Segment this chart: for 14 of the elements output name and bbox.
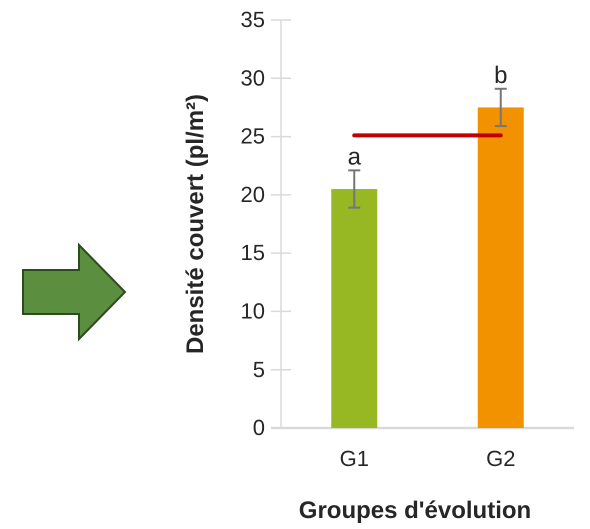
y-tick-label: 5 bbox=[252, 356, 265, 382]
annotation: a bbox=[348, 143, 362, 170]
y-axis-title: Densité couvert (pl/m²) bbox=[182, 94, 209, 354]
x-tick-label: G1 bbox=[340, 446, 369, 472]
y-tick-label: 20 bbox=[240, 182, 265, 207]
annotation: b bbox=[494, 62, 508, 89]
y-tick-label: 15 bbox=[240, 240, 265, 266]
y-tick-label: 25 bbox=[240, 124, 265, 149]
y-tick-label: 10 bbox=[240, 298, 265, 324]
x-axis-title: Groupes d'évolution bbox=[298, 497, 532, 524]
y-tick-label: 30 bbox=[240, 65, 265, 90]
y-tick-label: 0 bbox=[252, 415, 265, 440]
y-tick-label: 35 bbox=[240, 7, 265, 32]
x-tick-label: G2 bbox=[486, 446, 516, 472]
